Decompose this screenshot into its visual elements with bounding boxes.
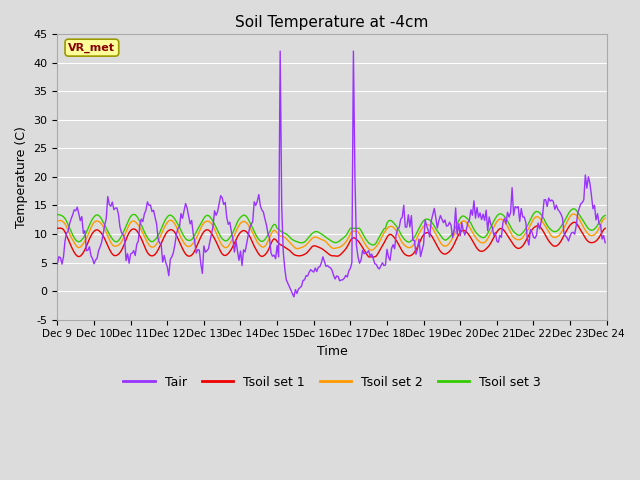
Text: VR_met: VR_met — [68, 43, 115, 53]
X-axis label: Time: Time — [317, 345, 348, 358]
Title: Soil Temperature at -4cm: Soil Temperature at -4cm — [236, 15, 429, 30]
Legend: Tair, Tsoil set 1, Tsoil set 2, Tsoil set 3: Tair, Tsoil set 1, Tsoil set 2, Tsoil se… — [118, 371, 546, 394]
Y-axis label: Temperature (C): Temperature (C) — [15, 126, 28, 228]
